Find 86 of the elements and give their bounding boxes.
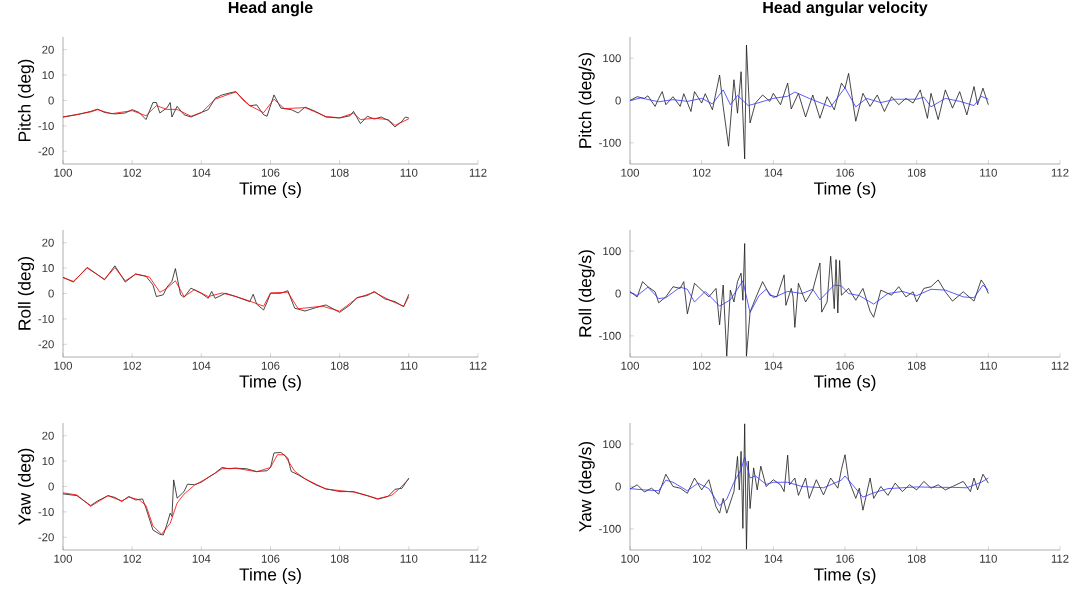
- x-tick-label: 108: [908, 361, 926, 370]
- x-tick-label: 100: [54, 168, 73, 177]
- y-axis-title: Pitch (deg/s): [578, 52, 595, 148]
- x-tick-label: 102: [123, 168, 142, 177]
- line-series: [630, 423, 989, 550]
- y-tick-label: -100: [599, 331, 621, 340]
- y-axis-title: Pitch (deg): [17, 59, 35, 141]
- y-tick-label: 0: [615, 482, 621, 491]
- x-tick-label: 104: [192, 168, 211, 177]
- x-tick-label: 110: [400, 361, 418, 370]
- x-axis-title: Time (s): [813, 181, 876, 199]
- x-tick-label: 110: [980, 361, 997, 370]
- line-series: [630, 44, 989, 160]
- x-tick-label: 102: [693, 554, 711, 563]
- x-tick-label: 106: [836, 168, 854, 177]
- x-tick-label: 106: [261, 554, 280, 563]
- x-tick-label: 108: [331, 361, 349, 370]
- x-tick-label: 110: [400, 168, 418, 177]
- x-tick-label: 100: [621, 168, 640, 177]
- x-tick-label: 104: [764, 554, 783, 563]
- y-tick-label: -100: [599, 524, 621, 533]
- y-tick-label: 0: [615, 289, 621, 298]
- y-tick-label: -10: [38, 121, 54, 130]
- chart-title: Head angular velocity: [763, 1, 928, 17]
- x-axis-title: Time (s): [813, 567, 876, 585]
- x-tick-label: 110: [980, 168, 997, 177]
- y-tick-label: 10: [42, 264, 54, 273]
- x-tick-label: 102: [693, 361, 711, 370]
- x-tick-label: 100: [621, 554, 640, 563]
- x-tick-label: 100: [54, 554, 73, 563]
- y-tick-label: 10: [42, 71, 54, 80]
- y-tick-label: 0: [48, 289, 54, 298]
- y-tick-label: 100: [603, 54, 621, 63]
- y-axis-title: Roll (deg/s): [578, 250, 595, 337]
- x-tick-label: 104: [764, 168, 783, 177]
- x-tick-label: 102: [123, 554, 142, 563]
- y-tick-label: -20: [38, 147, 54, 156]
- y-tick-label: 0: [48, 96, 54, 105]
- y-tick-label: 0: [615, 96, 621, 105]
- y-tick-label: 20: [42, 431, 54, 440]
- y-tick-label: -100: [599, 138, 621, 147]
- x-tick-label: 112: [469, 168, 487, 177]
- x-tick-label: 108: [908, 554, 926, 563]
- x-axis-title: Time (s): [239, 567, 301, 585]
- y-axis-title: Yaw (deg): [17, 448, 35, 525]
- x-tick-label: 106: [836, 554, 854, 563]
- x-tick-label: 106: [261, 361, 280, 370]
- x-tick-label: 112: [1051, 168, 1069, 177]
- x-tick-label: 104: [192, 361, 211, 370]
- x-tick-label: 108: [331, 554, 349, 563]
- y-axis-title: Roll (deg): [17, 257, 35, 330]
- x-tick-label: 110: [980, 554, 997, 563]
- x-tick-label: 112: [1051, 361, 1069, 370]
- x-tick-label: 104: [192, 554, 211, 563]
- y-tick-label: 0: [48, 482, 54, 491]
- x-tick-label: 108: [331, 168, 349, 177]
- x-tick-label: 100: [621, 361, 640, 370]
- line-series: [630, 280, 989, 313]
- x-tick-label: 106: [836, 361, 854, 370]
- x-tick-label: 106: [261, 168, 280, 177]
- y-tick-label: -10: [38, 314, 54, 323]
- y-tick-label: 100: [603, 247, 621, 256]
- x-axis-title: Time (s): [239, 181, 301, 199]
- line-series: [630, 243, 989, 357]
- x-tick-label: 112: [469, 361, 487, 370]
- x-axis-title: Time (s): [239, 374, 301, 392]
- x-tick-label: 102: [693, 168, 711, 177]
- x-tick-label: 104: [764, 361, 783, 370]
- y-tick-label: -20: [38, 533, 54, 542]
- y-tick-label: 100: [603, 440, 621, 449]
- y-tick-label: 10: [42, 457, 54, 466]
- x-tick-label: 112: [1051, 554, 1069, 563]
- x-axis-title: Time (s): [813, 374, 876, 392]
- y-tick-label: 20: [42, 45, 54, 54]
- x-tick-label: 100: [54, 361, 73, 370]
- x-tick-label: 110: [400, 554, 418, 563]
- chart-title: Head angle: [228, 1, 313, 17]
- y-axis-title: Yaw (deg/s): [578, 441, 595, 532]
- y-tick-label: -10: [38, 507, 54, 516]
- line-series: [630, 87, 989, 108]
- x-tick-label: 102: [123, 361, 142, 370]
- x-tick-label: 112: [469, 554, 487, 563]
- y-tick-label: 20: [42, 238, 54, 247]
- y-tick-label: -20: [38, 340, 54, 349]
- line-series: [630, 456, 989, 506]
- x-tick-label: 108: [908, 168, 926, 177]
